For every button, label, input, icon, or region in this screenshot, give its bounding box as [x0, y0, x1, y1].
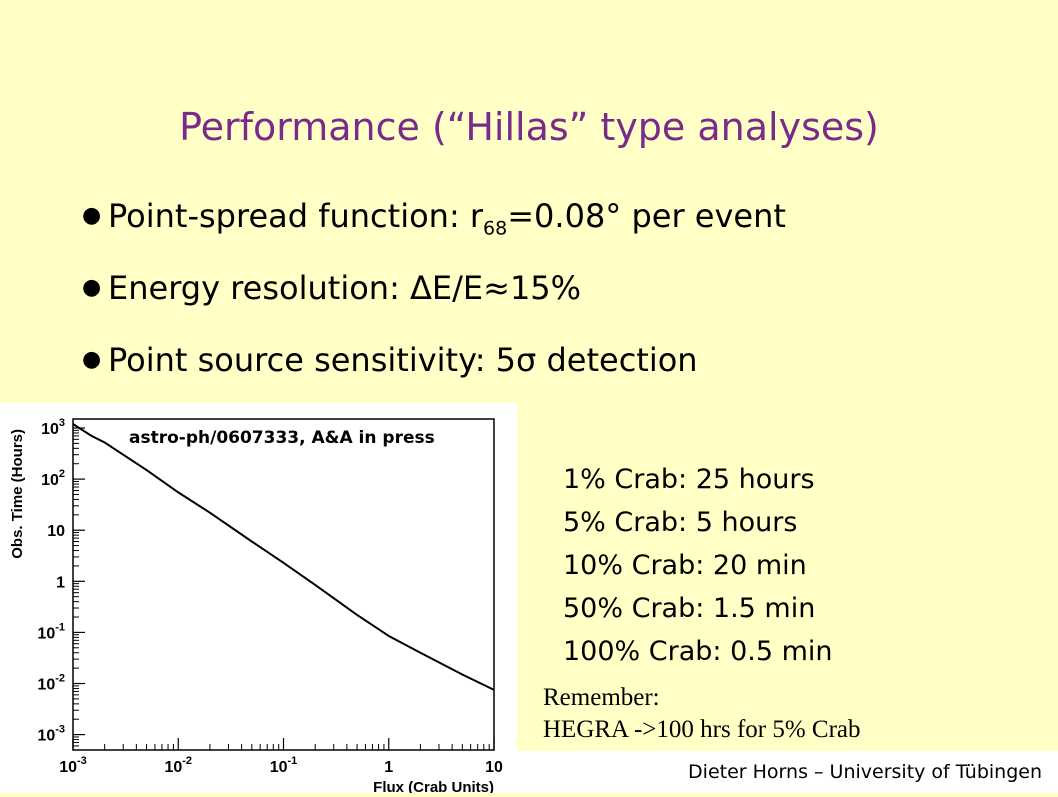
y-tick-label-1: 102: [41, 468, 65, 489]
sensitivity-plot: 10-3 10-2 10-1 1 10 103 102 10 1 10-1 10-2 10-3 Flux…: [0, 403, 517, 796]
x-tick-label-1: 10-2: [164, 755, 192, 776]
x-tick-label-0: 10-3: [59, 755, 87, 776]
y-tick-label-6: 10-3: [37, 724, 65, 745]
y-tick-label-3: 1: [56, 574, 65, 591]
footer-author: Dieter Horns – University of Tübingen: [688, 761, 1042, 783]
sensitivity-chart-svg: 10-3 10-2 10-1 1 1010310210110-110-210-3Flux…: [9, 417, 503, 796]
x-tick-label-2: 10-1: [270, 755, 298, 776]
bullet-list: ● Point-spread function: r68=0.08° per e…: [82, 190, 786, 406]
x-axis-label: Flux (Crab Units): [373, 779, 494, 793]
remember-note: Remember: HEGRA ->100 hrs for 5% Crab: [543, 682, 861, 746]
bullet-psf-sub: 68: [483, 217, 508, 240]
crab-stat-50: 50% Crab: 1.5 min: [563, 593, 816, 624]
y-tick-label-5: 10-2: [37, 673, 65, 694]
remember-text: HEGRA ->100 hrs for 5% Crab: [543, 716, 861, 743]
sensitivity-curve: [72, 423, 495, 691]
bullet-sensitivity: ● Point source sensitivity: 5σ detection: [82, 334, 786, 406]
bullet-psf-pre: Point-spread function: r: [108, 197, 484, 235]
reference-label: astro-ph/0607333, A&A in press: [129, 428, 435, 448]
bullet-sensitivity-text: Point source sensitivity: 5σ detection: [108, 341, 698, 379]
bullet-psf-post: =0.08° per event: [507, 197, 786, 235]
slide-title: Performance (“Hillas” type analyses): [179, 105, 879, 149]
bullet-dot-icon: ●: [82, 347, 102, 372]
bullet-energy: ● Energy resolution: ΔE/E≈15%: [82, 262, 786, 334]
bullet-psf: ● Point-spread function: r68=0.08° per e…: [82, 190, 786, 262]
y-axis-label: Obs. Time (Hours): [9, 429, 26, 559]
crab-stat-5: 5% Crab: 5 hours: [563, 507, 798, 538]
y-tick-label-0: 103: [41, 417, 65, 438]
crab-stats-list: 1% Crab: 25 hours 5% Crab: 5 hours 10% C…: [563, 458, 833, 673]
footer-bar: Dieter Horns – University of Tübingen: [517, 751, 1058, 793]
crab-stat-100: 100% Crab: 0.5 min: [563, 636, 833, 667]
bullet-dot-icon: ●: [82, 275, 102, 300]
bullet-energy-text: Energy resolution: ΔE/E≈15%: [108, 269, 582, 307]
remember-heading: Remember:: [543, 684, 660, 711]
bullet-dot-icon: ●: [82, 203, 102, 228]
plot-frame: [72, 418, 495, 751]
x-tick-label-3: 1: [384, 759, 393, 776]
crab-stat-10: 10% Crab: 20 min: [563, 550, 807, 581]
crab-stat-1: 1% Crab: 25 hours: [563, 464, 815, 495]
y-tick-label-4: 10-1: [37, 621, 65, 642]
x-tick-label-4: 10: [485, 759, 503, 776]
y-tick-label-2: 10: [47, 523, 65, 540]
